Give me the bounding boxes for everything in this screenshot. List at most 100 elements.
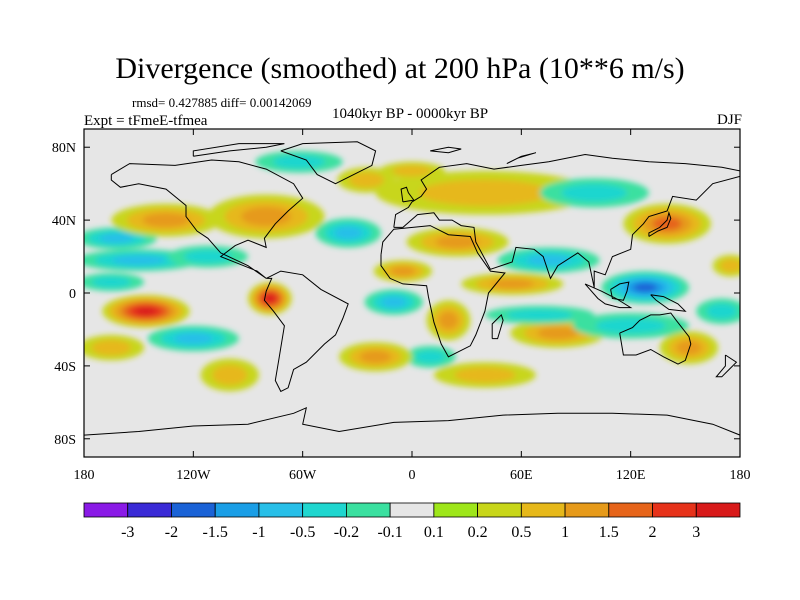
anomaly-pacific-east-max bbox=[84, 334, 145, 361]
contour-level bbox=[99, 233, 134, 244]
contour-level bbox=[183, 249, 232, 264]
anomaly-south-pacific-min bbox=[147, 325, 239, 352]
anomaly-far-east-pacific-min bbox=[696, 298, 740, 324]
anomaly-south-atlantic-min bbox=[364, 289, 423, 315]
y-tick-label: 0 bbox=[69, 287, 76, 302]
coastline-madagascar bbox=[491, 313, 504, 340]
contour-level bbox=[112, 255, 166, 265]
anomaly-south-pacific-max bbox=[200, 358, 259, 392]
colorbar-swatch bbox=[258, 502, 304, 518]
contour-level bbox=[719, 259, 740, 273]
y-tick-label: 40S bbox=[54, 360, 76, 375]
coastline-new-guinea bbox=[650, 294, 687, 312]
colorbar-swatch bbox=[477, 502, 522, 518]
contour-level bbox=[272, 155, 326, 169]
colorbar-swatch bbox=[214, 502, 260, 518]
anomaly-north-africa-max bbox=[373, 260, 433, 283]
colorbar-label: -0.1 bbox=[377, 524, 402, 541]
anomaly-southern-ocean-max bbox=[433, 362, 536, 388]
anomaly-mediterranean-max bbox=[406, 227, 509, 257]
anomaly-tasman-max bbox=[659, 331, 719, 365]
anomaly-north-pacific-max bbox=[111, 203, 221, 237]
coastline-greenland bbox=[280, 141, 377, 185]
coastline-australia bbox=[619, 312, 692, 365]
colorbar-label: -2 bbox=[165, 524, 178, 541]
colorbar-swatch bbox=[389, 502, 435, 518]
contour-level bbox=[264, 294, 275, 303]
coastline-arctic-islands bbox=[192, 143, 285, 157]
anomaly-maritime-continent-min bbox=[601, 271, 689, 304]
coastline-antarctica bbox=[84, 406, 740, 436]
contour-level bbox=[135, 307, 157, 316]
colorbar-label: 1.5 bbox=[599, 524, 619, 541]
colorbar-label: -1 bbox=[252, 524, 265, 541]
contour-level bbox=[435, 235, 480, 249]
colorbar-swatch bbox=[652, 502, 697, 518]
contour-level bbox=[348, 172, 384, 188]
anomaly-arctic-min bbox=[255, 150, 343, 173]
x-tick-label: 120E bbox=[616, 468, 646, 483]
contour-level bbox=[241, 207, 292, 226]
anomaly-north-america-max bbox=[207, 194, 325, 239]
colorbar-label: 0.5 bbox=[511, 524, 531, 541]
anomaly-indian-ocean-min bbox=[497, 247, 600, 273]
coastline-eurasia bbox=[393, 153, 740, 288]
contour-level bbox=[490, 279, 535, 289]
anomaly-date-line-max bbox=[712, 254, 740, 277]
contour-level bbox=[392, 165, 432, 177]
contour-level bbox=[633, 283, 658, 293]
x-tick-label: 60W bbox=[289, 468, 317, 483]
contour-level bbox=[454, 367, 516, 383]
colorbar-swatch bbox=[608, 502, 653, 518]
anomaly-equatorial-pacific-min bbox=[84, 272, 145, 292]
period-label: 1040kyr BP - 0000kyr BP bbox=[331, 106, 489, 122]
contour-level bbox=[334, 226, 363, 240]
colorbar-swatch bbox=[171, 502, 216, 518]
anomaly-south-atlantic-max bbox=[339, 342, 412, 372]
coastline-indonesia bbox=[584, 283, 633, 309]
anomaly-south-america-max bbox=[248, 282, 292, 315]
colorbar-swatch bbox=[127, 502, 172, 518]
chart-title: Divergence (smoothed) at 200 hPa (10**6 … bbox=[115, 52, 685, 85]
x-tick-label: 0 bbox=[409, 468, 416, 483]
anomaly-north-pacific-min-2 bbox=[167, 245, 249, 268]
contour-level bbox=[91, 340, 132, 356]
anomaly-arabia-max bbox=[461, 272, 564, 295]
colorbar-label: 0.2 bbox=[468, 524, 488, 541]
contour-level bbox=[706, 303, 738, 319]
contour-level bbox=[595, 318, 666, 334]
colorbar-label: -1.5 bbox=[203, 524, 228, 541]
colorbar-swatch bbox=[302, 502, 347, 518]
contour-level bbox=[91, 276, 132, 288]
contour-level bbox=[414, 350, 446, 364]
colorbar-swatch bbox=[520, 502, 566, 518]
contour-level bbox=[537, 326, 579, 340]
contour-level bbox=[419, 179, 551, 206]
contour-level bbox=[142, 213, 190, 228]
contour-level bbox=[359, 350, 392, 364]
coastline-novaya-zemlya bbox=[506, 152, 537, 165]
colorbar-swatch bbox=[345, 502, 391, 518]
colorbar-label: 0.1 bbox=[424, 524, 444, 541]
y-tick-label: 80N bbox=[52, 141, 76, 156]
anomaly-australia-min bbox=[572, 313, 689, 339]
contour-level bbox=[506, 309, 573, 321]
contour-level bbox=[390, 266, 416, 276]
x-tick-label: 180 bbox=[74, 468, 95, 483]
colorbar-label: 1 bbox=[561, 524, 569, 541]
contour-level bbox=[676, 340, 702, 355]
y-tick-label: 80S bbox=[54, 433, 76, 448]
coastline-south-america bbox=[263, 270, 349, 393]
contour-level bbox=[561, 184, 628, 202]
x-tick-label: 180 bbox=[730, 468, 751, 483]
colorbar-swatch bbox=[433, 502, 479, 518]
anomaly-africa-max bbox=[426, 300, 471, 341]
colorbar-label: -0.5 bbox=[290, 524, 315, 541]
coastline-svalbard bbox=[430, 146, 462, 154]
x-tick-label: 120W bbox=[176, 468, 211, 483]
x-tick-label: 60E bbox=[510, 468, 533, 483]
rmsd-diff-stats: rmsd= 0.427885 diff= 0.00142069 bbox=[132, 95, 312, 110]
colorbar-swatch bbox=[564, 502, 610, 518]
coastline-borneo bbox=[610, 281, 630, 301]
